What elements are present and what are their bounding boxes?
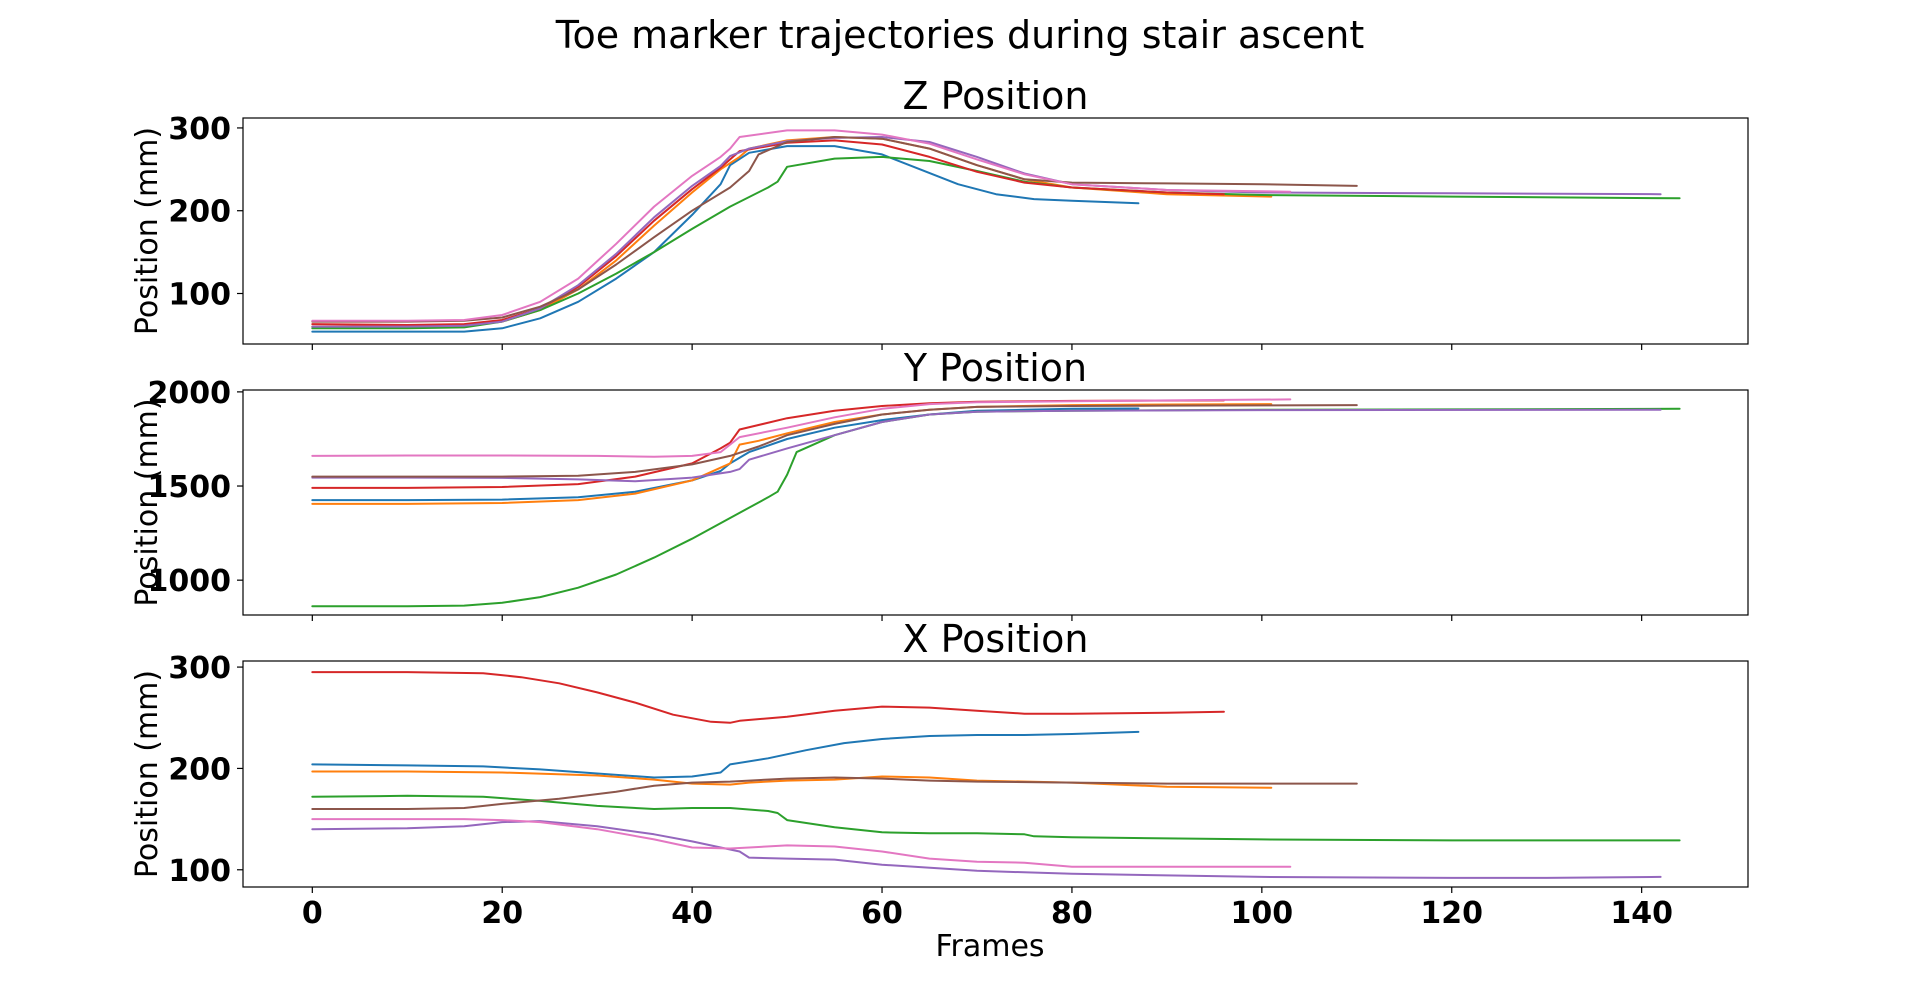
y-tick-label: 200: [168, 195, 231, 230]
y-axis-label: Position (mm): [130, 398, 165, 606]
series-line-7: [311, 818, 1292, 868]
series-line-6: [311, 776, 1358, 810]
series-line-7: [311, 129, 1292, 322]
subplot-title: Z Position: [902, 74, 1088, 118]
series-line-6: [311, 136, 1358, 323]
y-tick-label: 100: [168, 854, 231, 889]
subplot-y-position: Y Position Position (mm)1000 1500 2000: [130, 346, 1749, 621]
axes-frame: [242, 660, 1749, 888]
series-line-5: [311, 136, 1662, 328]
x-axis-label: Frames: [935, 929, 1044, 964]
series-line-1: [311, 730, 1140, 779]
x-tick-label: 140: [1610, 896, 1673, 931]
subplot-z-position: Z Position Position (mm) 100 200 300: [130, 74, 1749, 350]
series-line-3: [311, 155, 1681, 330]
series-line-5: [311, 408, 1662, 483]
axes-frame: [242, 117, 1749, 345]
series-line-4: [311, 399, 1225, 489]
series-line-5: [311, 820, 1662, 879]
series-line-6: [311, 404, 1358, 478]
y-axis-label: Position (mm): [130, 670, 165, 878]
series-line-3: [311, 407, 1681, 608]
series-line-2: [311, 403, 1273, 505]
axes-frame: [242, 389, 1749, 616]
series-line-1: [311, 407, 1140, 502]
y-tick-label: 300: [168, 112, 231, 147]
x-tick-label: 0: [302, 896, 323, 931]
series-line-7: [311, 398, 1292, 458]
x-tick-label: 40: [671, 896, 713, 931]
subplot-title: Y Position: [903, 346, 1087, 390]
x-tick-label: 60: [861, 896, 903, 931]
y-tick-label: 200: [168, 752, 231, 787]
y-tick-label: 1500: [148, 470, 232, 505]
x-tick-label: 80: [1051, 896, 1093, 931]
series-line-3: [311, 794, 1681, 842]
y-axis-label: Position (mm): [130, 127, 165, 335]
y-tick-label: 100: [168, 278, 231, 313]
y-tick-label: 2000: [148, 376, 232, 411]
series-line-4: [311, 139, 1225, 326]
subplot-title: X Position: [902, 617, 1088, 661]
x-tick-label: 100: [1231, 896, 1294, 931]
x-tick-label: 120: [1420, 896, 1483, 931]
y-tick-label: 300: [168, 651, 231, 686]
series-line-4: [311, 671, 1225, 724]
series-line-2: [311, 770, 1273, 789]
x-tick-label: 20: [481, 896, 523, 931]
y-tick-label: 1000: [148, 564, 232, 599]
figure-title: Toe marker trajectories during stair asc…: [555, 13, 1365, 57]
series-line-1: [311, 145, 1140, 333]
